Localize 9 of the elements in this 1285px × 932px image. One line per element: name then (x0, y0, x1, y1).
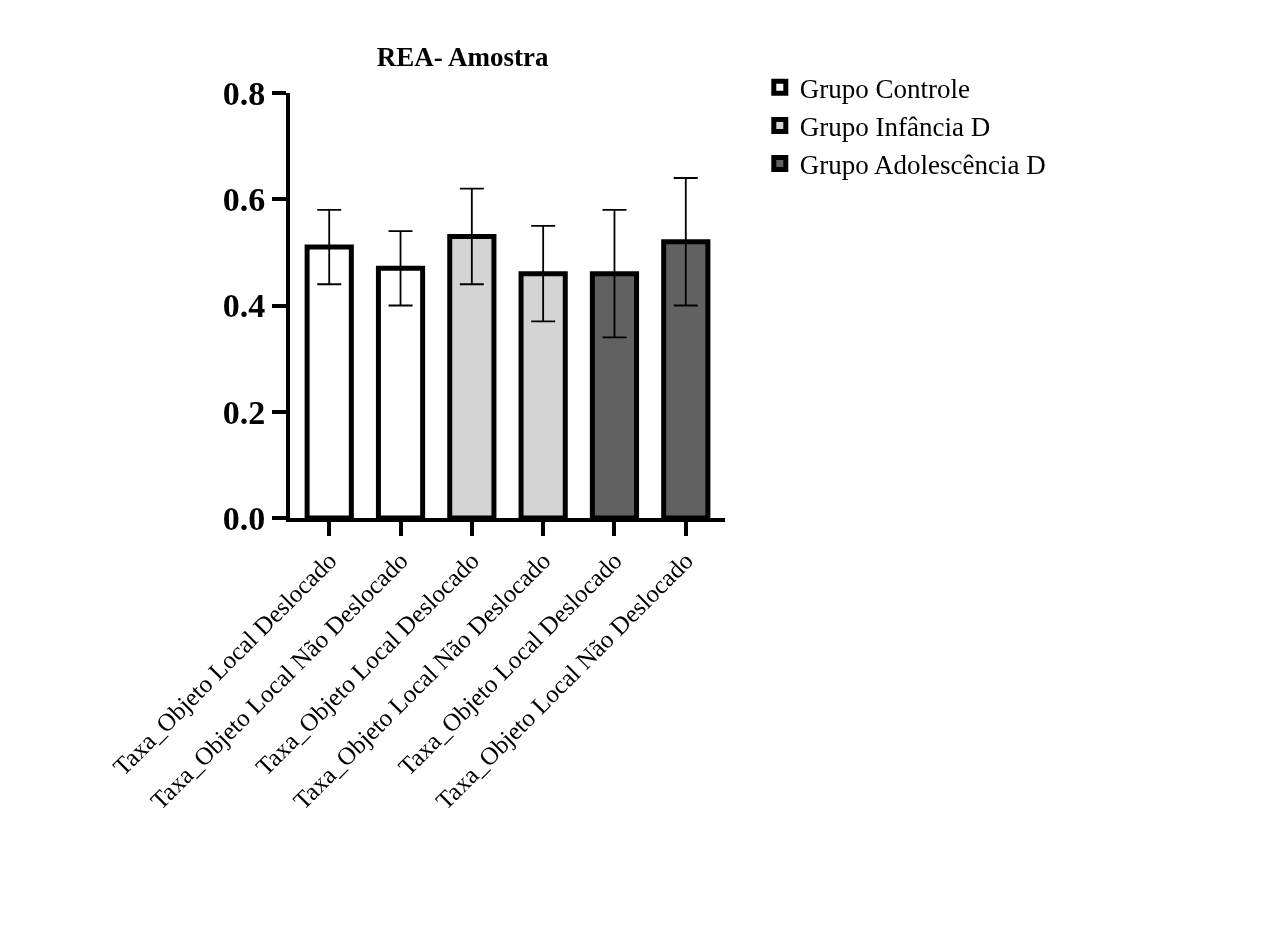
y-tick-label: 0.2 (222, 393, 266, 431)
y-tick-label: 0.0 (222, 499, 266, 537)
y-tick-label: 0.8 (222, 74, 266, 112)
y-tick-label: 0.6 (222, 181, 266, 219)
chart-title: REA- Amostra (376, 41, 549, 72)
y-tick-label: 0.4 (222, 287, 266, 325)
legend-label: Grupo Infância D (799, 111, 991, 142)
legend-label: Grupo Adolescência D (799, 150, 1046, 181)
legend-label: Grupo Controle (799, 73, 971, 104)
